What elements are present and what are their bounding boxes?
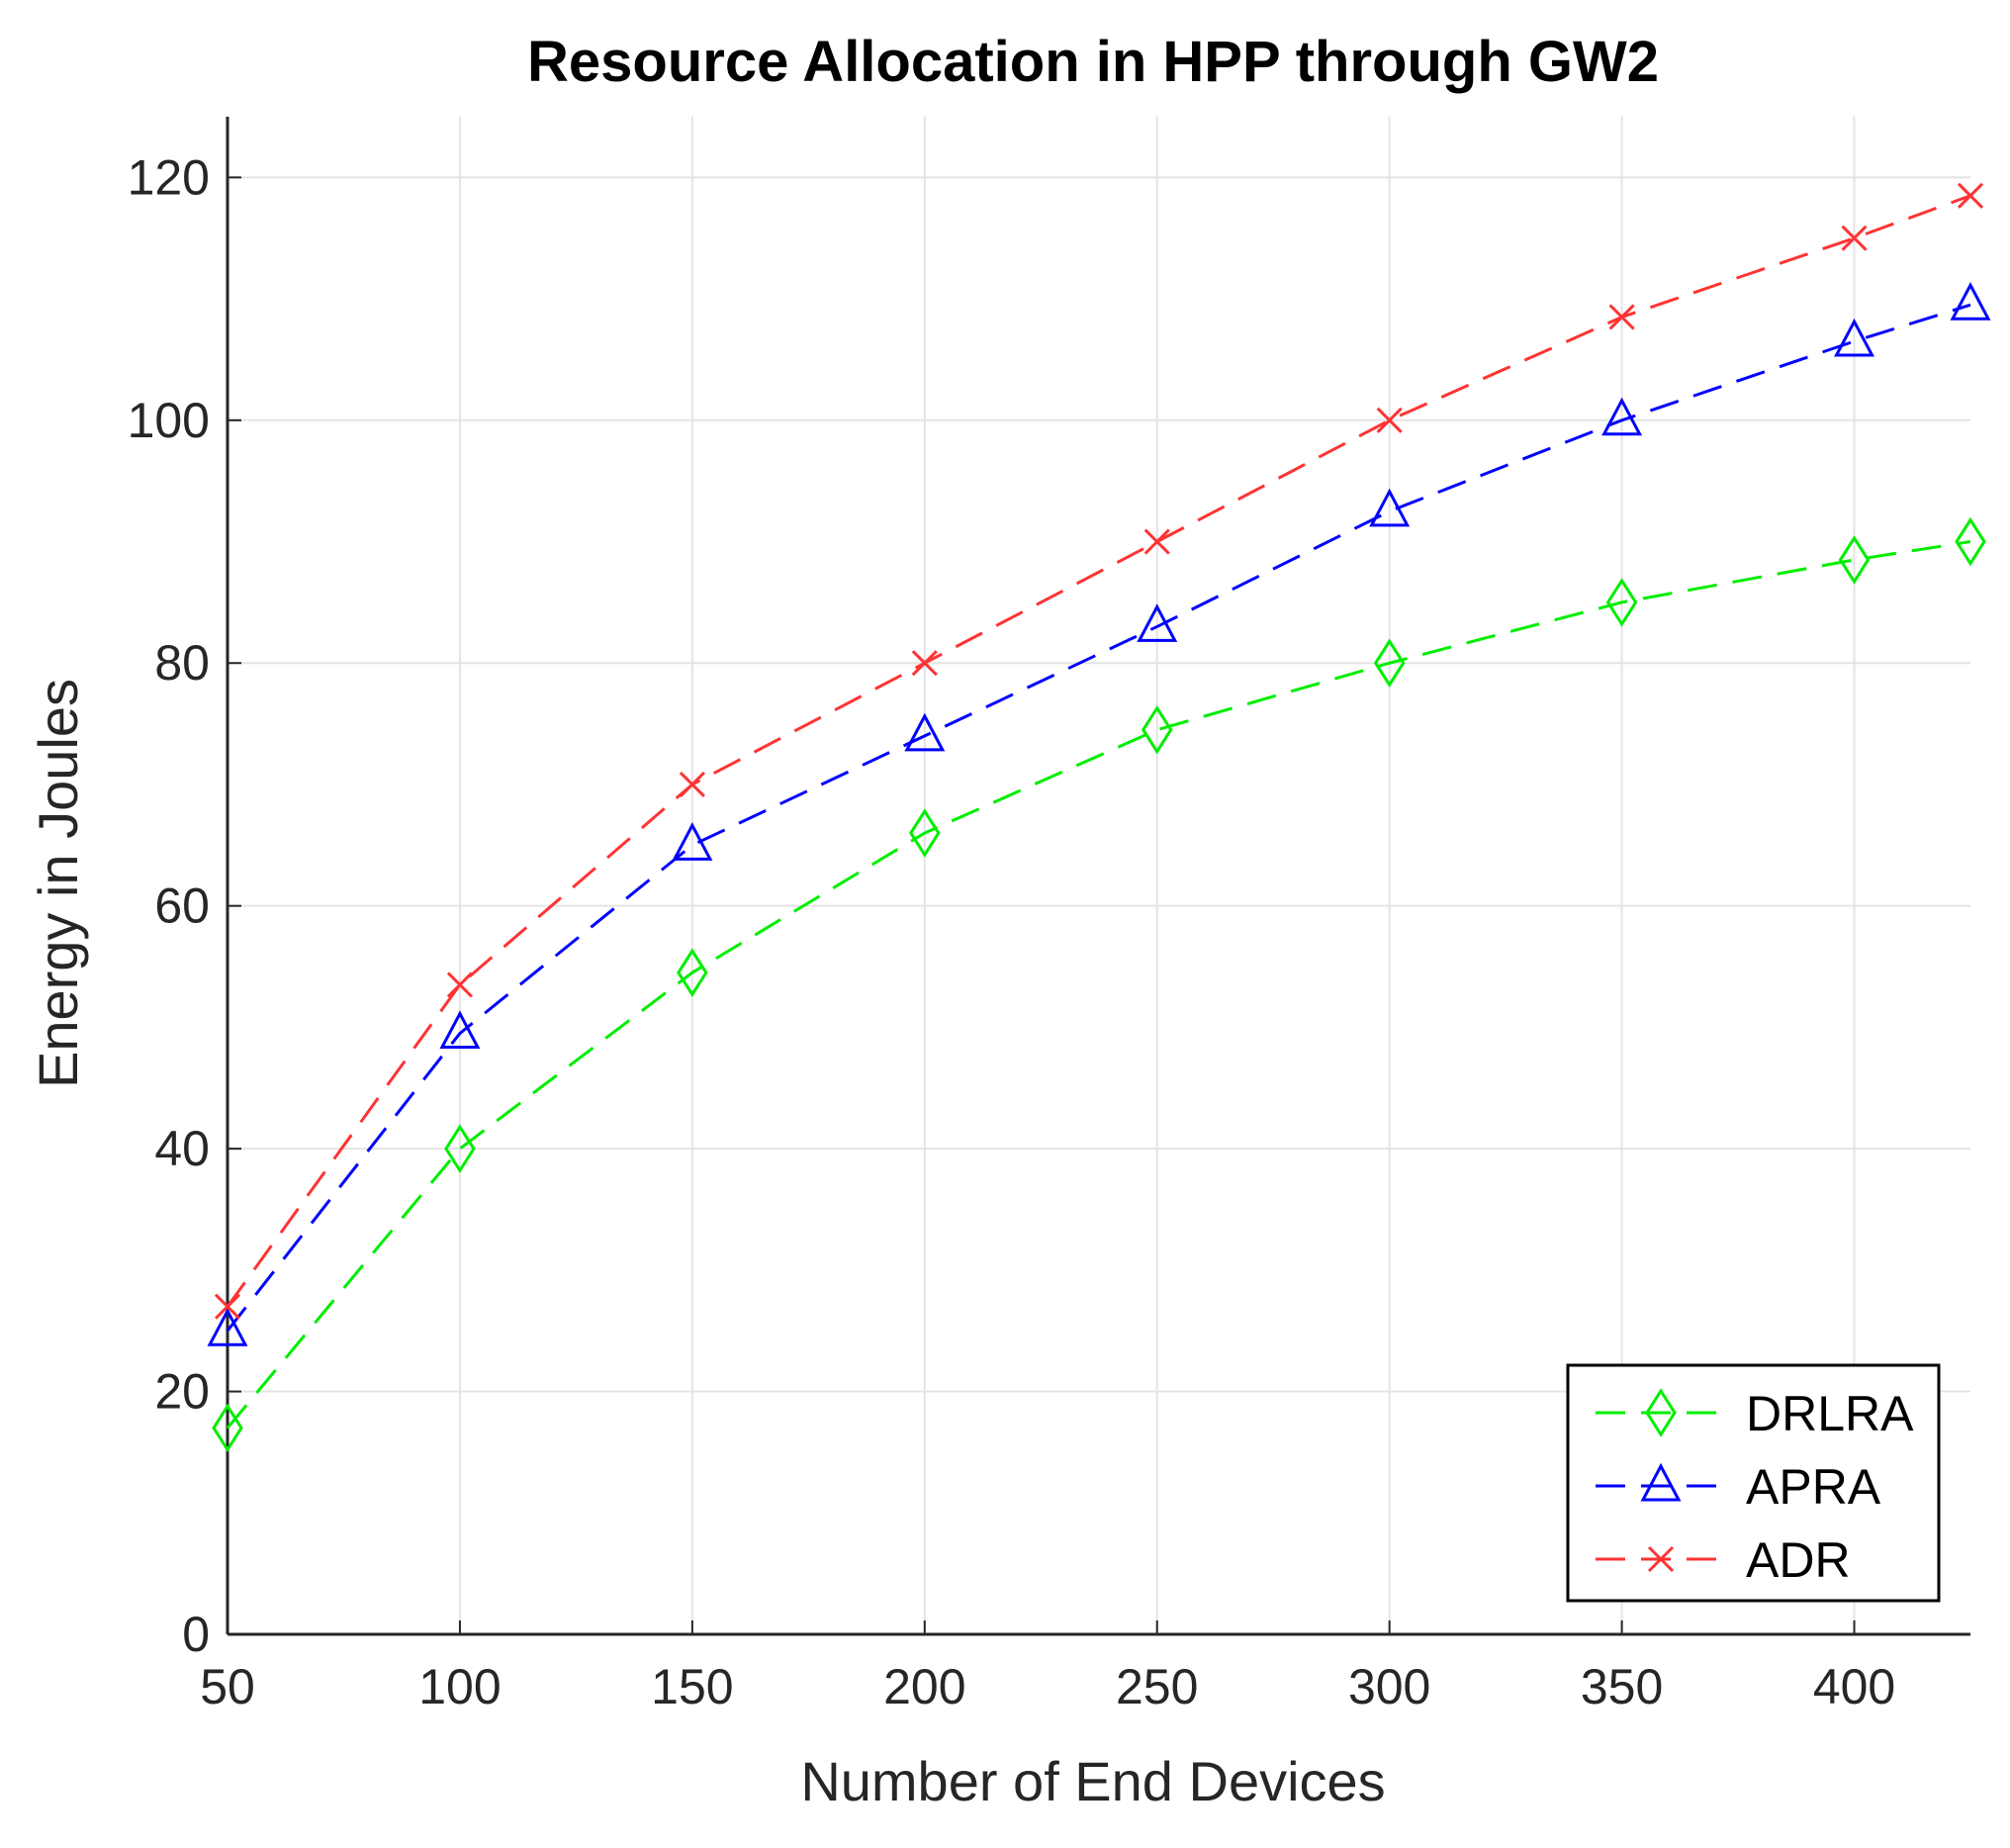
data-point-apra <box>1834 318 1875 357</box>
legend-item-apra: APRA <box>1596 1459 1881 1515</box>
legend-marker-drlra <box>1645 1388 1677 1437</box>
y-tick-label: 60 <box>154 878 210 934</box>
legend-label-apra: APRA <box>1746 1459 1881 1515</box>
data-point-drlra <box>212 1403 243 1453</box>
tick-labels: 50 100 150 200 250 300 350 400 0 20 40 60 80 100 120 <box>128 149 1896 1714</box>
y-tick-label: 100 <box>128 393 210 448</box>
series-line-apra <box>226 303 1971 1333</box>
legend-item-adr: ADR <box>1596 1532 1851 1588</box>
y-tick-label: 40 <box>154 1121 210 1176</box>
series-line-drlra <box>226 540 1971 1430</box>
legend-marker-apra <box>1640 1462 1682 1502</box>
data-point-adr <box>1841 225 1868 251</box>
x-tick-label: 50 <box>200 1659 255 1714</box>
legend-item-drlra: DRLRA <box>1596 1386 1914 1441</box>
series-apra <box>207 282 1991 1346</box>
data-point-drlra <box>444 1124 476 1173</box>
x-tick-label: 250 <box>1116 1659 1198 1714</box>
data-point-adr <box>679 771 705 798</box>
y-tick-label: 80 <box>154 635 210 691</box>
data-point-apra <box>904 712 946 752</box>
data-point-apra <box>672 822 713 861</box>
x-tick-label: 100 <box>418 1659 501 1714</box>
data-point-adr <box>1957 182 1984 209</box>
series <box>207 182 1991 1453</box>
series-line-adr <box>226 194 1971 1308</box>
data-point-adr <box>1608 304 1635 330</box>
legend-marker-adr <box>1647 1545 1675 1573</box>
data-point-drlra <box>1838 535 1871 585</box>
data-point-apra <box>1137 603 1178 642</box>
series-drlra <box>212 516 1986 1453</box>
data-point-drlra <box>1955 516 1986 567</box>
data-point-adr <box>214 1293 241 1320</box>
data-point-drlra <box>909 808 941 858</box>
axes <box>226 117 1970 1636</box>
legend-label-adr: ADR <box>1746 1532 1851 1588</box>
data-point-apra <box>1601 397 1643 436</box>
y-tick-label: 20 <box>154 1364 210 1420</box>
grid <box>227 117 1970 1635</box>
legend: DRLRA APRA ADR <box>1566 1363 1941 1603</box>
chart-title: Resource Allocation in HPP through GW2 <box>527 30 1659 94</box>
x-tick-label: 400 <box>1813 1659 1895 1714</box>
x-axis-label: Number of End Devices <box>800 1750 1385 1812</box>
data-point-adr <box>1376 407 1403 433</box>
legend-box <box>1566 1363 1941 1603</box>
data-point-drlra <box>1373 638 1406 689</box>
data-point-adr <box>911 650 938 677</box>
legend-label-drlra: DRLRA <box>1746 1386 1914 1441</box>
x-tick-label: 350 <box>1581 1659 1663 1714</box>
data-point-apra <box>439 1010 481 1050</box>
data-point-drlra <box>1141 704 1173 755</box>
y-tick-label: 120 <box>128 149 210 205</box>
data-point-drlra <box>1605 578 1638 627</box>
data-point-adr <box>1143 528 1170 555</box>
y-tick-label: 0 <box>182 1607 210 1662</box>
data-point-drlra <box>677 948 708 997</box>
series-adr <box>214 182 1984 1320</box>
data-point-apra <box>1369 488 1411 527</box>
data-point-apra <box>207 1307 248 1346</box>
data-point-adr <box>446 971 473 998</box>
y-axis-label: Energy in Joules <box>27 679 89 1088</box>
x-tick-label: 200 <box>883 1659 965 1714</box>
x-tick-label: 150 <box>651 1659 733 1714</box>
x-tick-label: 300 <box>1348 1659 1430 1714</box>
data-point-apra <box>1950 282 1991 321</box>
